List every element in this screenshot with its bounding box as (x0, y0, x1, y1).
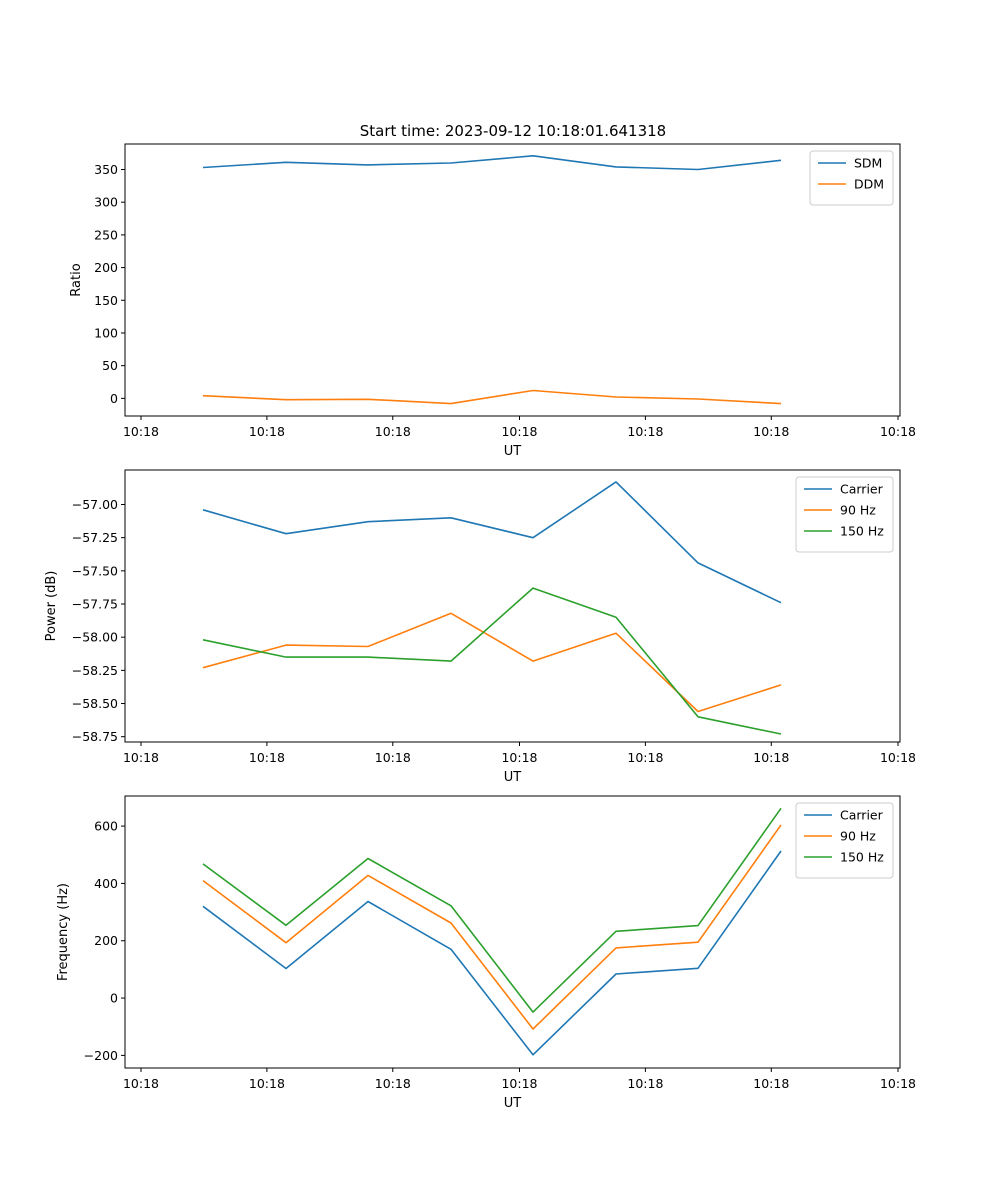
x-tick-label: 10:18 (753, 424, 789, 439)
y-tick-label: 300 (94, 195, 118, 210)
series-line-90-hz (202, 612, 782, 713)
y-axis-label: Frequency (Hz) (56, 883, 71, 981)
chart-2: −57.00 −57.25 −57.50 −57.75 −58.00 −58.25 −58.… (44, 469, 916, 785)
x-tick-label: 10:18 (375, 750, 411, 765)
y-tick-label: 350 (94, 162, 118, 177)
x-axis-label: UT (504, 770, 522, 785)
y-tick-label: −58.50 (72, 696, 118, 711)
series-line-sdm (202, 155, 782, 171)
y-tick-label: −57.75 (72, 597, 118, 612)
legend-box (795, 802, 894, 879)
legend-label: 150 Hz (840, 524, 884, 539)
series-line-90-hz (202, 824, 782, 1030)
axes-frame (124, 795, 901, 1069)
y-axis-label: Ratio (69, 263, 84, 296)
x-tick-label: 10:18 (880, 1076, 916, 1091)
y-tick-label: 200 (94, 933, 118, 948)
chart-3: −200 0 200 400 600 10:18 10:18 10:18 10:18 10:18 1… (56, 795, 916, 1111)
series-line-150-hz (202, 807, 782, 1013)
series-line-ddm (202, 389, 782, 405)
x-tick-label: 10:18 (753, 750, 789, 765)
plots-container: 0 50 100 150 200 250 300 350 10:18 10:18 10:18 10:1… (44, 143, 916, 1111)
legend-box (795, 476, 894, 553)
x-tick-label: 10:18 (627, 750, 663, 765)
y-tick-label: 50 (102, 358, 118, 373)
y-tick-label: −57.25 (72, 530, 118, 545)
y-tick-label: 0 (110, 991, 118, 1006)
x-tick-label: 10:18 (627, 424, 663, 439)
legend-label: 150 Hz (840, 850, 884, 865)
legend-label: DDM (854, 177, 884, 192)
x-tick-label: 10:18 (375, 1076, 411, 1091)
legend-label: Carrier (840, 482, 884, 497)
y-tick-label: −58.25 (72, 663, 118, 678)
figure-title: Start time: 2023-09-12 10:18:01.641318 (360, 122, 666, 140)
y-tick-label: 100 (94, 325, 118, 340)
axes-frame (124, 469, 901, 743)
x-tick-label: 10:18 (123, 424, 159, 439)
x-tick-label: 10:18 (880, 750, 916, 765)
x-tick-label: 10:18 (627, 1076, 663, 1091)
y-tick-label: 200 (94, 260, 118, 275)
x-tick-label: 10:18 (123, 1076, 159, 1091)
y-tick-label: −58.00 (72, 630, 118, 645)
x-tick-label: 10:18 (880, 424, 916, 439)
x-tick-label: 10:18 (249, 1076, 285, 1091)
axes-frame (124, 143, 901, 417)
y-tick-label: 0 (110, 391, 118, 406)
y-tick-label: 150 (94, 293, 118, 308)
x-axis-label: UT (504, 444, 522, 459)
legend-label: 90 Hz (840, 829, 876, 844)
x-axis-label: UT (504, 1096, 522, 1111)
series-line-carrier (202, 481, 782, 604)
x-tick-label: 10:18 (501, 424, 537, 439)
chart-1: 0 50 100 150 200 250 300 350 10:18 10:18 10:18 10:1… (69, 143, 916, 459)
y-tick-label: −57.00 (72, 497, 118, 512)
y-axis-label: Power (dB) (44, 571, 59, 642)
legend-box (809, 150, 894, 206)
y-tick-label: 600 (94, 819, 118, 834)
x-tick-label: 10:18 (123, 750, 159, 765)
x-tick-label: 10:18 (753, 1076, 789, 1091)
x-tick-label: 10:18 (501, 1076, 537, 1091)
y-tick-label: 400 (94, 876, 118, 891)
legend-label: Carrier (840, 808, 884, 823)
series-line-150-hz (202, 587, 782, 735)
y-tick-label: −200 (84, 1048, 118, 1063)
x-tick-label: 10:18 (249, 750, 285, 765)
x-tick-label: 10:18 (375, 424, 411, 439)
series-line-carrier (202, 850, 782, 1056)
y-tick-label: 250 (94, 227, 118, 242)
x-tick-label: 10:18 (249, 424, 285, 439)
x-tick-label: 10:18 (501, 750, 537, 765)
y-tick-label: −57.50 (72, 563, 118, 578)
legend-label: 90 Hz (840, 503, 876, 518)
y-tick-label: −58.75 (72, 729, 118, 744)
legend-label: SDM (854, 156, 882, 171)
